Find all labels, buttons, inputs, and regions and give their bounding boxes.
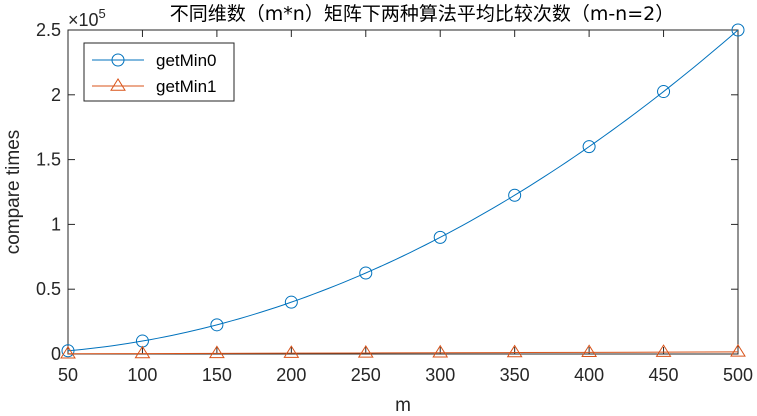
- x-tick-label: 50: [58, 365, 78, 385]
- y-tick-labels: 0 0.5 1 1.5 2 2.5: [36, 20, 61, 364]
- x-tick-label: 250: [351, 365, 381, 385]
- data-point-getMin0: [582, 140, 596, 154]
- data-point-getMin1: [506, 344, 523, 358]
- y-exponent-power: 5: [99, 6, 106, 21]
- y-tick-label: 0.5: [36, 279, 61, 299]
- data-point-getMin0: [657, 85, 671, 99]
- data-point-getMin0: [508, 188, 522, 202]
- data-point-getMin0: [731, 23, 745, 37]
- legend-entry-getMin1: getMin1: [92, 77, 216, 96]
- legend-entry-getMin0: getMin0: [92, 51, 216, 70]
- x-tick-label: 200: [276, 365, 306, 385]
- legend-marker: [110, 78, 126, 91]
- legend-label: getMin1: [156, 77, 216, 96]
- legend: getMin0 getMin1: [83, 42, 235, 102]
- data-point-getMin0: [210, 318, 224, 332]
- legend-box: [83, 42, 235, 102]
- x-tick-label: 350: [500, 365, 530, 385]
- series-line-getMin0: [67, 29, 739, 352]
- legend-marker: [111, 53, 125, 67]
- data-point-getMin1: [283, 345, 300, 358]
- data-point-getMin0: [61, 344, 75, 358]
- x-tick-labels: 50 100 150 200 250 300 350 400 450 500: [58, 365, 753, 385]
- data-point-getMin1: [60, 345, 76, 359]
- series-line-getMin1: [67, 351, 739, 355]
- series-layer: [60, 23, 746, 359]
- data-point-getMin1: [655, 344, 672, 357]
- legend-label: getMin0: [156, 51, 216, 70]
- x-tick-label: 150: [202, 365, 232, 385]
- data-point-getMin1: [730, 343, 746, 357]
- y-axis-label: compare times: [3, 130, 24, 255]
- data-point-getMin0: [433, 230, 447, 244]
- y-tick-label: 0: [51, 344, 61, 364]
- x-tick-label: 100: [127, 365, 157, 385]
- y-tick-label: 2.5: [36, 20, 61, 40]
- y-exponent-base: ×10: [68, 10, 99, 30]
- data-point-getMin0: [359, 266, 373, 280]
- data-point-getMin1: [134, 345, 151, 359]
- x-tick-label: 300: [425, 365, 455, 385]
- data-point-getMin1: [432, 344, 449, 358]
- y-tick-label: 1.5: [36, 150, 61, 170]
- series-getMin1: [60, 343, 746, 359]
- data-point-getMin0: [284, 295, 298, 309]
- chart-title: 不同维数（m*n）矩阵下两种算法平均比较次数（m-n=2）: [170, 3, 674, 25]
- y-tick-label: 1: [51, 214, 61, 234]
- y-axis-exponent: ×105: [68, 6, 106, 30]
- x-axis-label: m: [395, 395, 411, 416]
- data-point-getMin1: [208, 345, 225, 359]
- data-point-getMin1: [357, 345, 374, 358]
- x-tick-label: 450: [649, 365, 679, 385]
- x-tick-label: 500: [723, 365, 753, 385]
- y-tick-label: 2: [51, 85, 61, 105]
- data-point-getMin1: [581, 344, 598, 358]
- x-tick-label: 400: [574, 365, 604, 385]
- series-getMin0: [61, 23, 745, 358]
